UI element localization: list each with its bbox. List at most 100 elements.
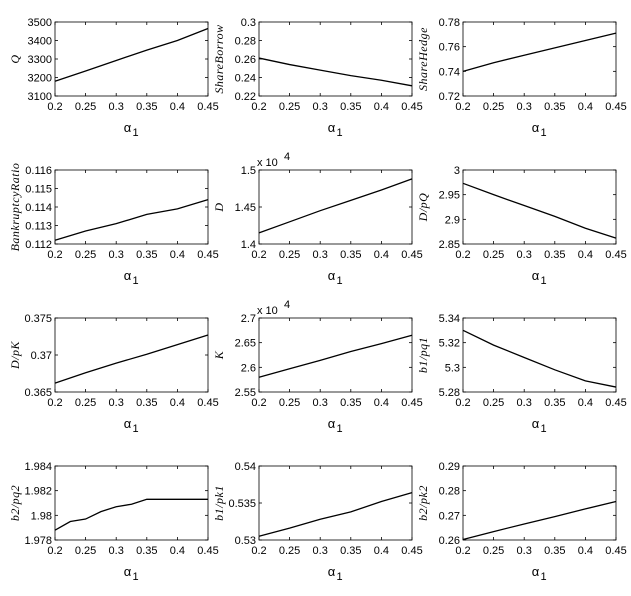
data-line xyxy=(258,178,413,234)
x-tick-label: 0.3 xyxy=(313,397,328,409)
y-tick-label: 0.113 xyxy=(25,221,52,233)
panel: 0.2 0.25 0.3 0.35 0.4 0.45 1.978 1.98 1.982 1.984… xyxy=(8,461,219,583)
x-tick-label: 0.45 xyxy=(401,397,422,409)
y-axis-label: D xyxy=(212,202,226,212)
plot-frame xyxy=(462,317,617,393)
x-tick-label: 0.4 xyxy=(374,249,389,261)
y-tick-label: 0.28 xyxy=(235,36,256,48)
x-tick-label: 0.25 xyxy=(75,101,96,113)
x-tick-label: 0.3 xyxy=(517,249,532,261)
x-tick-label: 0.45 xyxy=(197,249,218,261)
x-tick-label: 0.3 xyxy=(517,101,532,113)
y-tick-label: 1.98 xyxy=(31,510,52,522)
y-tick-label: 0.74 xyxy=(439,66,460,78)
x-tick-label: 0.25 xyxy=(279,101,300,113)
exponent-power: 4 xyxy=(284,151,290,163)
x-tick-label: 0.3 xyxy=(313,101,328,113)
data-line xyxy=(258,57,413,87)
panel: 0.2 0.25 0.3 0.35 0.4 0.45 0.53 0.535 0.54 α 1 b1/p… xyxy=(212,461,423,583)
panel: 0.2 0.25 0.3 0.35 0.4 0.45 0.22 0.24 0.26 0.28 0.3… xyxy=(212,17,423,139)
data-line xyxy=(54,198,209,241)
x-tick-label: 0.35 xyxy=(544,249,565,261)
x-tick-label: 0.4 xyxy=(578,249,593,261)
x-axis-label-subscript: 1 xyxy=(337,423,343,435)
plot-frame xyxy=(54,21,209,97)
x-tick-label: 0.35 xyxy=(544,101,565,113)
y-tick-label: 3500 xyxy=(28,17,52,29)
x-tick-label: 0.45 xyxy=(401,249,422,261)
x-tick-label: 0.35 xyxy=(340,545,361,557)
y-tick-label: 2.9 xyxy=(445,214,460,226)
x-tick-label: 0.35 xyxy=(544,397,565,409)
data-line xyxy=(54,498,208,531)
data-line xyxy=(258,492,413,537)
x-tick-label: 0.3 xyxy=(517,397,532,409)
y-tick-label: 0.27 xyxy=(439,510,460,522)
plot-frame xyxy=(462,21,617,97)
y-axis-label: ShareBorrow xyxy=(212,24,226,93)
y-axis-label: ShareHedge xyxy=(416,27,430,91)
x-tick-label: 0.4 xyxy=(374,545,389,557)
exponent-label: x 10 xyxy=(257,305,278,317)
x-tick-label: 0.2 xyxy=(455,101,470,113)
x-tick-label: 0.25 xyxy=(483,249,504,261)
x-axis-label-subscript: 1 xyxy=(337,275,343,287)
panel: 0.2 0.25 0.3 0.35 0.4 0.45 2.85 2.9 2.95 3 α 1 D/pQ xyxy=(416,165,627,287)
y-tick-label: 2.55 xyxy=(235,387,256,399)
exponent-label: x 10 xyxy=(257,157,278,169)
x-tick-label: 0.35 xyxy=(340,249,361,261)
x-tick-label: 0.45 xyxy=(401,101,422,113)
y-tick-label: 3100 xyxy=(28,91,52,103)
x-tick-label: 0.2 xyxy=(251,545,266,557)
data-line xyxy=(462,182,617,239)
x-axis-label: α xyxy=(124,416,132,431)
x-tick-label: 0.2 xyxy=(455,249,470,261)
y-axis-label: D/pK xyxy=(8,341,22,371)
y-tick-label: 0.112 xyxy=(25,239,52,251)
y-axis-label: b1/pk1 xyxy=(212,485,226,521)
x-axis-label: α xyxy=(124,120,132,135)
y-tick-label: 1.982 xyxy=(24,486,52,498)
x-tick-label: 0.25 xyxy=(483,397,504,409)
y-tick-label: 1.5 xyxy=(241,165,256,177)
x-tick-label: 0.4 xyxy=(578,545,593,557)
panel: 0.2 0.25 0.3 0.35 0.4 0.45 0.365 0.37 0.375 α 1 D/p… xyxy=(8,313,219,435)
y-tick-label: 0.3 xyxy=(241,17,256,29)
panel: 0.2 0.25 0.3 0.35 0.4 0.45 0.26 0.27 0.28 0.29 α 1 b… xyxy=(416,461,627,583)
y-tick-label: 1.984 xyxy=(24,461,52,473)
plot-frame xyxy=(258,465,413,541)
x-tick-label: 0.45 xyxy=(197,545,218,557)
x-tick-label: 0.25 xyxy=(279,545,300,557)
x-tick-label: 0.45 xyxy=(605,397,626,409)
x-tick-label: 0.2 xyxy=(455,397,470,409)
x-axis-label-subscript: 1 xyxy=(133,127,139,139)
y-axis-label: K xyxy=(212,350,226,360)
y-tick-label: 0.53 xyxy=(235,535,256,547)
x-tick-label: 0.25 xyxy=(75,545,96,557)
y-tick-label: 5.3 xyxy=(445,362,460,374)
x-tick-label: 0.3 xyxy=(109,545,124,557)
y-tick-label: 0.72 xyxy=(439,91,460,103)
x-tick-label: 0.35 xyxy=(136,397,157,409)
y-axis-label: Q xyxy=(8,54,22,63)
y-tick-label: 0.24 xyxy=(235,73,256,85)
x-tick-label: 0.4 xyxy=(374,397,389,409)
y-axis-label: b2/pq2 xyxy=(8,485,22,521)
x-tick-label: 0.35 xyxy=(544,545,565,557)
y-tick-label: 0.375 xyxy=(24,313,52,325)
y-axis-label: D/pQ xyxy=(416,193,430,223)
panel: 0.2 0.25 0.3 0.35 0.4 0.45 3100 3200 3300 3400 350… xyxy=(8,17,219,139)
x-tick-label: 0.45 xyxy=(197,101,218,113)
x-tick-label: 0.4 xyxy=(170,397,185,409)
x-tick-label: 0.4 xyxy=(578,101,593,113)
y-tick-label: 2.6 xyxy=(241,362,256,374)
x-axis-label: α xyxy=(532,120,540,135)
x-tick-label: 0.45 xyxy=(401,545,422,557)
y-tick-label: 0.76 xyxy=(439,42,460,54)
x-axis-label: α xyxy=(328,268,336,283)
plot-frame xyxy=(258,169,413,245)
x-tick-label: 0.25 xyxy=(483,545,504,557)
y-tick-label: 2.65 xyxy=(235,338,256,350)
x-tick-label: 0.2 xyxy=(455,545,470,557)
